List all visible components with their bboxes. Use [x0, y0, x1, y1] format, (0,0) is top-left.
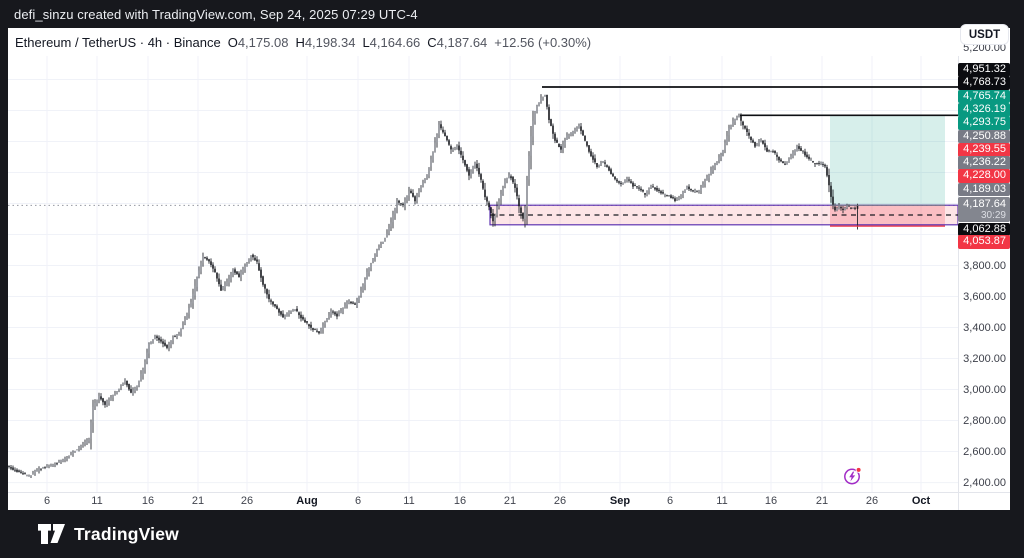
- time-tick-label: 6: [666, 495, 674, 507]
- time-tick-label: Aug: [296, 495, 318, 507]
- up-candle-bodies: [26, 95, 854, 477]
- time-tick-label: 26: [240, 495, 254, 507]
- drawing-price-label: 4,239.55: [958, 143, 1010, 157]
- time-tick-label: Oct: [911, 495, 931, 507]
- time-tick-label: 21: [191, 495, 205, 507]
- drawing-price-label: 4,053.87: [958, 235, 1010, 249]
- chart-legend[interactable]: Ethereum / TetherUS · 4h · Binance O4,17…: [15, 28, 591, 56]
- time-tick-label: 26: [553, 495, 567, 507]
- ohlc-low: L4,164.66: [362, 34, 421, 50]
- grid-lines: [8, 56, 958, 492]
- tradingview-logo-icon[interactable]: [38, 523, 65, 545]
- candlestick-chart[interactable]: [8, 56, 958, 492]
- quote-currency-badge[interactable]: USDT: [960, 24, 1009, 45]
- price-axis-separator: [958, 56, 959, 510]
- drawing-price-label: 4,228.00: [958, 169, 1010, 183]
- time-tick-label: 21: [815, 495, 829, 507]
- time-tick-label: Sep: [609, 495, 631, 507]
- price-grid-label: 2,600.00: [963, 445, 1006, 458]
- price-change: +12.56 (+0.30%): [494, 34, 592, 50]
- price-grid-label: 3,000.00: [963, 383, 1006, 396]
- boost-button[interactable]: [843, 466, 863, 485]
- price-grid-label: 2,800.00: [963, 414, 1006, 427]
- time-tick-label: 21: [503, 495, 517, 507]
- time-tick-label: 26: [865, 495, 879, 507]
- drawing-price-label: 4,062.88: [958, 222, 1010, 237]
- price-grid-label: 3,800.00: [963, 259, 1006, 272]
- watermark-text: defi_sinzu created with TradingView.com,…: [14, 6, 418, 22]
- time-tick-label: 16: [453, 495, 467, 507]
- ohlc-open: O4,175.08: [227, 34, 289, 50]
- symbol-title[interactable]: Ethereum / TetherUS · 4h · Binance: [15, 34, 221, 50]
- lightning-boost-icon: [844, 466, 862, 485]
- chart-panel[interactable]: [8, 28, 1010, 510]
- time-axis-separator: [8, 492, 1010, 493]
- price-grid-label: 3,200.00: [963, 352, 1006, 365]
- time-axis[interactable]: 6 11 16 21 26 Aug 6 11 16 21 26 Sep 6 11 16 21 26 Oct: [0, 492, 1010, 510]
- drawing-price-label: 4,768.73: [958, 76, 1010, 90]
- price-grid-label: 3,400.00: [963, 321, 1006, 334]
- drawing-price-label: 4,951.32: [958, 63, 1010, 77]
- drawing-price-label: 4,765.74: [958, 89, 1010, 104]
- time-tick-label: 11: [91, 495, 103, 507]
- time-tick-label: 6: [354, 495, 362, 507]
- price-grid-label: 5,200.00: [963, 42, 1006, 55]
- tradingview-wordmark[interactable]: TradingView: [74, 523, 179, 544]
- ohlc-close: C4,187.64: [427, 34, 488, 50]
- time-tick-label: 6: [43, 495, 51, 507]
- footer-bar: TradingView: [0, 510, 1024, 558]
- ohlc-high: H4,198.34: [295, 34, 356, 50]
- long-position-profit-zone[interactable]: [830, 115, 945, 206]
- time-tick-label: 16: [141, 495, 155, 507]
- drawing-price-label: 4,293.75: [958, 116, 1010, 130]
- drawing-price-label: 4,326.19: [958, 103, 1010, 117]
- long-position-loss-zone[interactable]: [830, 205, 945, 227]
- drawing-price-label: 4,250.88: [958, 129, 1010, 144]
- drawing-price-label: 4,236.22: [958, 156, 1010, 170]
- time-tick-label: 11: [716, 495, 728, 507]
- price-grid-label: 3,600.00: [963, 290, 1006, 303]
- time-tick-label: 11: [403, 495, 415, 507]
- price-grid-label: 2,400.00: [963, 476, 1006, 489]
- bar-countdown: 30:29: [980, 209, 1006, 221]
- current-price-label: 4,187.64 30:29: [958, 196, 1010, 222]
- drawing-price-label: 4,189.03: [958, 182, 1010, 197]
- snapshot-watermark-bar: defi_sinzu created with TradingView.com,…: [0, 0, 1024, 28]
- time-tick-label: 16: [764, 495, 778, 507]
